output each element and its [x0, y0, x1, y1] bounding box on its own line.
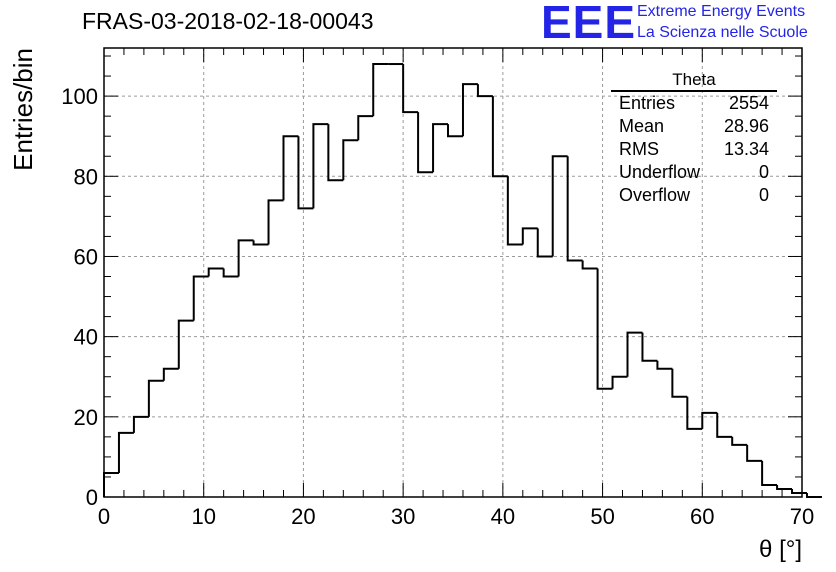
y-tick-label: 80 [74, 164, 98, 189]
stats-label: Underflow [619, 162, 701, 182]
histogram-bin [626, 331, 643, 377]
histogram-bin [716, 412, 733, 438]
x-tick-label: 20 [291, 504, 315, 529]
histogram-bin [432, 123, 449, 173]
histogram-bin [282, 135, 299, 201]
y-tick-label: 60 [74, 244, 98, 269]
histogram-bin [805, 492, 822, 498]
chart-title: FRAS-03-2018-02-18-00043 [82, 8, 374, 34]
histogram-bin [342, 139, 359, 181]
histogram-bin [177, 319, 194, 369]
y-tick-label: 20 [74, 405, 98, 430]
stats-row-underflow: Underflow 0 [611, 161, 777, 184]
histogram-bin [746, 444, 763, 462]
x-tick-label: 40 [491, 504, 515, 529]
histogram-bin [566, 156, 583, 262]
stats-label: Overflow [619, 185, 691, 205]
histogram-bin [252, 240, 269, 246]
histogram-bin [686, 396, 703, 430]
stats-title: Theta [611, 70, 777, 92]
stats-value: 13.34 [723, 139, 769, 159]
histogram-bin [641, 332, 658, 362]
histogram-bin [237, 239, 254, 277]
stats-value: 0 [758, 162, 769, 182]
histogram-bin [791, 488, 807, 494]
histogram-bin [447, 124, 463, 138]
eee-logo: EEE [541, 0, 637, 48]
x-axis-label: θ [°] [759, 536, 802, 563]
histogram-bin [461, 83, 478, 137]
stats-row-overflow: Overflow 0 [611, 184, 777, 207]
histogram-bin [297, 136, 314, 210]
y-tick-label: 40 [74, 325, 98, 350]
stats-row-mean: Mean 28.96 [611, 115, 777, 138]
histogram-bin [357, 115, 374, 141]
stats-value: 28.96 [723, 116, 769, 136]
histogram-bin [147, 379, 164, 417]
x-tick-label: 10 [191, 504, 215, 529]
histogram-bin [776, 484, 793, 490]
histogram-bin [581, 260, 598, 270]
histogram-bin [506, 176, 523, 246]
histogram-bin [327, 124, 344, 182]
histogram-bin [267, 199, 284, 245]
x-tick-label: 30 [391, 504, 415, 529]
histogram-bin [132, 415, 149, 433]
histogram-bin [207, 267, 224, 277]
y-tick-label: 100 [61, 84, 98, 109]
histogram-bin [536, 228, 553, 258]
histogram-bin [491, 96, 508, 178]
stats-box: Theta Entries 2554 Mean 28.96 RMS 13.34 … [611, 70, 777, 207]
y-axis-label: Entries/bin [8, 48, 38, 171]
x-tick-label: 60 [690, 504, 714, 529]
histogram-bin [402, 64, 419, 114]
histogram-bin [551, 155, 568, 257]
histogram-bin [372, 63, 389, 117]
histogram-bin [596, 268, 613, 390]
histogram-bin [117, 431, 134, 473]
x-tick-label: 70 [790, 504, 814, 529]
histogram-bin [312, 123, 329, 209]
logo-caption-line2: La Scienza nelle Scuole [637, 24, 808, 41]
stats-value: 2554 [728, 93, 769, 113]
x-tick-label: 50 [590, 504, 614, 529]
histogram-bin [701, 411, 718, 429]
histogram-bin [417, 112, 434, 174]
histogram-bin [671, 368, 688, 398]
y-tick-label: 0 [86, 485, 98, 510]
histogram-bin [611, 375, 628, 389]
stats-label: Entries [619, 93, 676, 113]
stats-label: Mean [619, 116, 665, 136]
histogram-bin [222, 268, 239, 278]
histogram-bin [192, 275, 209, 321]
stats-label: RMS [619, 139, 659, 159]
stats-row-rms: RMS 13.34 [611, 138, 777, 161]
x-tick-label: 0 [98, 504, 110, 529]
histogram-bin [162, 367, 179, 381]
histogram-bin [761, 460, 778, 486]
logo-caption-line1: Extreme Energy Events [637, 3, 806, 20]
histogram-bin [521, 227, 538, 245]
histogram-bin [476, 84, 493, 98]
stats-row-entries: Entries 2554 [611, 92, 777, 115]
histogram-bin [731, 436, 748, 446]
stats-value: 0 [758, 185, 769, 205]
histogram-bin [656, 360, 673, 370]
plot-frame [103, 47, 803, 498]
